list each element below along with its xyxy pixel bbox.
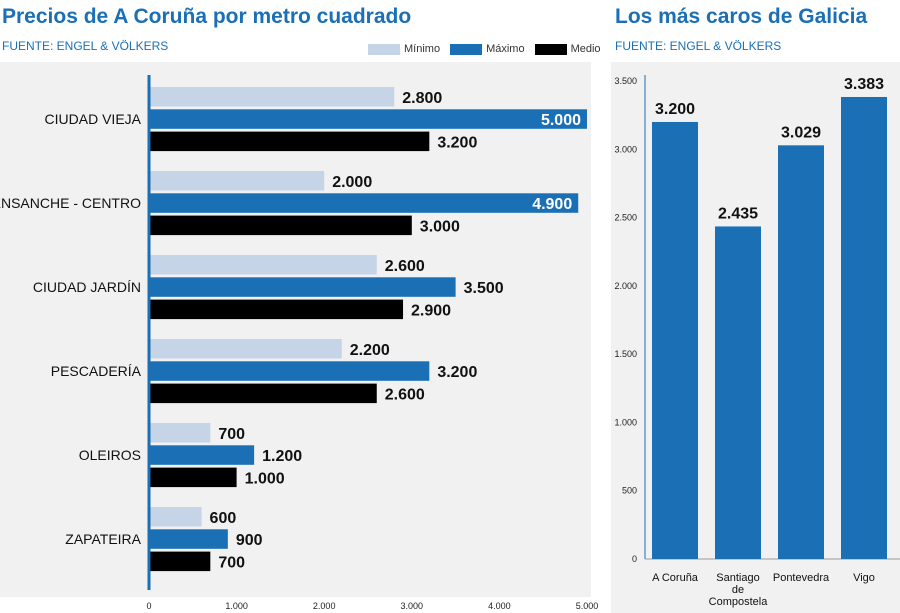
bar-min — [149, 255, 377, 275]
bar — [715, 226, 761, 559]
bar-min — [149, 171, 325, 191]
data-label-avg: 3.000 — [420, 218, 460, 235]
legend-item-avg: Medio — [534, 43, 601, 55]
bar-max — [149, 277, 456, 297]
data-label-avg: 1.000 — [245, 470, 285, 487]
data-label-avg: 2.600 — [385, 386, 425, 403]
data-label-avg: 2.900 — [411, 302, 451, 319]
y-tick-label: 3.000 — [614, 144, 637, 154]
x-tick-label: 2.000 — [313, 601, 336, 611]
bar-max — [149, 445, 255, 465]
data-label: 2.435 — [718, 205, 758, 222]
legend-swatch-max — [450, 43, 483, 55]
x-tick-label: 3.000 — [401, 601, 424, 611]
left-chart-panel — [0, 62, 591, 597]
data-label-min: 700 — [218, 426, 245, 443]
bar — [841, 96, 887, 560]
category-label: CIUDAD VIEJA — [45, 111, 142, 127]
legend-label-max: Máximo — [486, 43, 525, 55]
bar-max — [149, 109, 587, 129]
data-label-min: 2.000 — [332, 174, 372, 191]
bar-avg — [149, 299, 404, 320]
y-tick-label: 500 — [622, 486, 637, 496]
legend-swatch-min — [368, 43, 400, 55]
data-label-min: 600 — [210, 510, 237, 527]
x-tick-label: 1.000 — [225, 601, 248, 611]
bar — [778, 145, 824, 560]
data-label-max: 3.200 — [437, 364, 477, 381]
data-label-max: 4.900 — [532, 196, 572, 213]
y-tick-label: 3.500 — [614, 76, 637, 86]
data-label-max: 900 — [236, 532, 263, 549]
y-tick-label: 1.500 — [614, 349, 637, 359]
legend-item-max: Máximo — [450, 43, 525, 55]
category-label: OLEIROS — [79, 447, 141, 463]
data-label-avg: 3.200 — [437, 134, 477, 151]
left-chart-title: Precios de A Coruña por metro cuadrado — [2, 5, 412, 28]
legend-label-min: Mínimo — [404, 43, 441, 55]
x-tick-label: 0 — [146, 601, 151, 611]
data-label-min: 2.600 — [385, 258, 425, 275]
left-chart-source: FUENTE: ENGEL & VÖLKERS — [2, 39, 169, 53]
bar-max — [149, 361, 430, 381]
chart-legend: Mínimo Máximo Medio — [368, 43, 611, 55]
data-label-max: 3.500 — [464, 280, 504, 297]
x-tick-label: 5.000 — [576, 601, 599, 611]
bar-min — [149, 423, 211, 443]
data-label: 3.200 — [655, 101, 695, 118]
category-label: Compostela — [709, 596, 769, 608]
legend-item-min: Mínimo — [368, 43, 440, 55]
legend-label-avg: Medio — [570, 43, 601, 55]
category-label: ENSANCHE - CENTRO — [0, 195, 141, 211]
category-label: Vigo — [853, 572, 875, 584]
bar-avg — [149, 467, 237, 488]
bar — [652, 121, 698, 559]
bar-min — [149, 87, 395, 107]
category-label: Pontevedra — [773, 572, 830, 584]
category-label: A Coruña — [652, 572, 699, 584]
bar-avg — [149, 131, 430, 152]
y-tick-label: 2.500 — [614, 213, 637, 223]
data-label-min: 2.800 — [402, 90, 442, 107]
bar-avg — [149, 551, 211, 572]
bar-avg — [149, 383, 377, 404]
right-chart-source: FUENTE: ENGEL & VÖLKERS — [615, 39, 782, 53]
data-label-min: 2.200 — [350, 342, 390, 359]
bar-avg — [149, 215, 412, 236]
y-tick-label: 2.000 — [614, 281, 637, 291]
data-label: 3.029 — [781, 124, 821, 141]
category-label: Santiago — [716, 572, 759, 584]
bar-min — [149, 507, 202, 527]
data-label: 3.383 — [844, 76, 884, 93]
category-label: CIUDAD JARDÍN — [33, 279, 141, 295]
data-label-max: 1.200 — [262, 448, 302, 465]
right-chart-title: Los más caros de Galicia — [615, 5, 868, 28]
y-tick-label: 1.000 — [614, 417, 637, 427]
y-tick-label: 0 — [632, 554, 637, 564]
legend-swatch-avg — [534, 43, 567, 55]
data-label-max: 5.000 — [541, 112, 581, 129]
category-label: de — [732, 584, 744, 596]
x-tick-label: 4.000 — [488, 601, 511, 611]
category-label: PESCADERÍA — [51, 363, 142, 379]
bar-max — [149, 193, 579, 213]
bar-max — [149, 529, 228, 549]
bar-min — [149, 339, 342, 359]
category-label: ZAPATEIRA — [65, 531, 141, 547]
data-label-avg: 700 — [218, 554, 245, 571]
